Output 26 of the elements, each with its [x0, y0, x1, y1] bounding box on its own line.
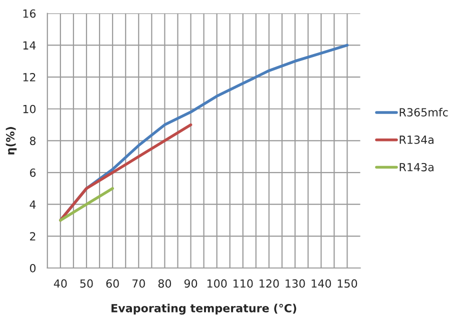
- x-tick-label: 90: [184, 279, 198, 288]
- y-tick-label: 14: [23, 41, 36, 50]
- y-tick-label: 6: [30, 168, 36, 177]
- x-tick-label: 130: [286, 279, 305, 288]
- x-tick-label: 120: [260, 279, 279, 288]
- x-tick-label: 150: [338, 279, 358, 288]
- y-tick-label: 4: [30, 200, 36, 209]
- x-axis-title: Evaporating temperature (°C): [112, 304, 296, 315]
- y-tick-label: 0: [30, 264, 36, 272]
- y-axis-title: η(%): [6, 127, 17, 154]
- x-tick-label: 140: [312, 279, 331, 288]
- legend-label: R134a: [400, 136, 434, 144]
- y-tick-label: 2: [30, 232, 36, 240]
- x-tick-label: 70: [132, 279, 145, 288]
- y-tick-label: 12: [23, 73, 36, 82]
- y-tick-label: 10: [23, 104, 36, 114]
- x-tick-label: 110: [234, 279, 253, 288]
- legend-label: R143a: [400, 162, 434, 172]
- y-tick-label: 16: [23, 9, 36, 18]
- x-tick-label: 60: [106, 279, 119, 288]
- legend-label: R365mfc: [400, 108, 448, 117]
- x-tick-label: 40: [54, 279, 67, 288]
- x-tick-label: 50: [80, 279, 93, 288]
- x-tick-label: 100: [207, 279, 227, 288]
- x-tick-label: 80: [158, 279, 172, 288]
- y-tick-label: 8: [30, 136, 36, 146]
